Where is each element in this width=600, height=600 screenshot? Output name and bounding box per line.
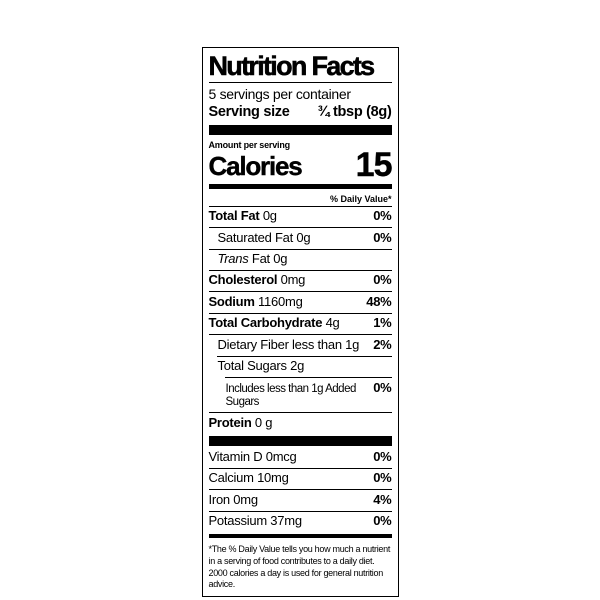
thick-divider-bar <box>208 125 392 136</box>
nutrient-row-dietary-fiber: Dietary Fiber less than 1g 2% <box>209 335 392 355</box>
nutrition-facts-label: Nutrition Facts 5 servings per container… <box>201 47 399 598</box>
servings-per-container: 5 servings per container <box>208 86 352 103</box>
divider <box>208 227 392 229</box>
micronutrient-percent: 4% <box>373 491 392 507</box>
nutrient-amount: 4g <box>322 315 340 331</box>
serving-size-value: ¾ tbsp (8g) <box>317 104 392 121</box>
micronutrient-name: Vitamin D 0mcg <box>208 449 297 465</box>
nutrient-row-added-sugars: Includes less than 1g Added Sugars 0% <box>209 378 392 412</box>
calories-value: 15 <box>355 146 392 185</box>
micronutrient-row-calcium: Calcium 10mg 0% <box>209 469 392 489</box>
amount-per-serving-label: Amount per serving <box>208 140 291 151</box>
nutrient-amount: Includes less than 1g Added Sugars <box>225 382 357 408</box>
micronutrient-percent: 0% <box>373 449 392 465</box>
nutrient-amount: Dietary Fiber less than 1g <box>217 336 360 352</box>
nutrient-row-total-fat: Total Fat 0g 0% <box>209 207 392 227</box>
nutrient-amount: Total Sugars 2g <box>217 358 305 374</box>
divider <box>208 510 392 512</box>
micronutrient-percent: 0% <box>373 513 392 529</box>
nutrient-row-total-sugars: Total Sugars 2g <box>209 357 392 377</box>
divider <box>208 82 392 84</box>
thick-divider-bar <box>208 435 392 446</box>
micronutrient-row-iron: Iron 0mg 4% <box>209 490 392 510</box>
nutrient-name: Protein <box>208 414 252 430</box>
micronutrient-percent: 0% <box>373 470 392 486</box>
micronutrient-name: Potassium 37mg <box>208 513 303 529</box>
micronutrient-row-potassium: Potassium 37mg 0% <box>209 512 392 532</box>
medium-divider-bar <box>208 183 392 189</box>
nutrient-amount: 0 g <box>251 414 273 430</box>
serving-size-row: Serving size ¾ tbsp (8g) <box>209 103 392 124</box>
divider <box>208 205 392 207</box>
nutrient-percent: 48% <box>366 293 392 309</box>
serving-size-label: Serving size <box>208 104 290 121</box>
nutrient-amount: 0mg <box>277 272 306 288</box>
nutrient-row-cholesterol: Cholesterol 0mg 0% <box>209 271 392 291</box>
divider <box>208 312 392 314</box>
nutrient-name: Total Carbohydrate <box>208 315 323 331</box>
nutrient-percent: 0% <box>373 272 392 288</box>
nutrient-name-italic: Trans <box>217 251 249 267</box>
divider <box>208 412 392 414</box>
divider <box>208 334 392 336</box>
label-title: Nutrition Facts <box>208 51 375 81</box>
calories-row: Calories 15 <box>208 146 392 185</box>
daily-value-header: % Daily Value* <box>329 193 392 204</box>
nutrient-row-saturated-fat: Saturated Fat 0g 0% <box>209 228 392 248</box>
micronutrient-name: Iron 0mg <box>208 491 259 507</box>
micronutrient-row-vitamin-d: Vitamin D 0mcg 0% <box>209 448 392 468</box>
nutrient-row-total-carbohydrate: Total Carbohydrate 4g 1% <box>209 314 392 334</box>
divider <box>208 248 392 250</box>
nutrient-name: Cholesterol <box>208 272 278 288</box>
nutrient-percent: 1% <box>373 315 392 331</box>
nutrient-percent: 0% <box>373 208 392 224</box>
nutrient-percent: 0% <box>373 379 392 395</box>
divider <box>208 269 392 271</box>
calories-label: Calories <box>208 150 303 181</box>
nutrient-amount: Saturated Fat 0g <box>217 229 311 245</box>
nutrient-percent: 2% <box>373 336 392 352</box>
nutrient-name: Total Fat <box>208 208 260 224</box>
daily-value-footnote: *The % Daily Value tells you how much a … <box>208 544 391 590</box>
divider <box>208 291 392 293</box>
micronutrient-name: Calcium 10mg <box>208 470 289 486</box>
nutrient-amount: Fat 0g <box>248 251 288 267</box>
nutrient-name: Sodium <box>208 293 255 309</box>
divider <box>224 377 392 379</box>
medium-divider-bar <box>208 534 392 539</box>
nutrient-percent: 0% <box>373 229 392 245</box>
divider <box>208 489 392 491</box>
nutrient-row-protein: Protein 0 g <box>209 413 392 433</box>
nutrient-amount: 1160mg <box>254 293 303 309</box>
divider <box>208 467 392 469</box>
nutrient-amount: 0g <box>259 208 277 224</box>
divider <box>216 355 392 357</box>
nutrient-row-trans-fat: Trans Fat 0g <box>209 250 392 270</box>
nutrient-row-sodium: Sodium 1160mg 48% <box>209 292 392 312</box>
